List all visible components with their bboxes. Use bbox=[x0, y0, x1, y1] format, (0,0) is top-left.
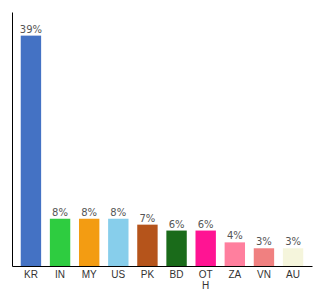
x-tick-label: ZA bbox=[228, 269, 241, 280]
x-tick-label-line: IN bbox=[55, 269, 65, 280]
x-tick-label: OTH bbox=[199, 269, 213, 291]
x-tick: ZA bbox=[228, 269, 241, 280]
x-tick: OTH bbox=[199, 269, 213, 291]
bar bbox=[254, 248, 274, 266]
bar bbox=[50, 219, 70, 266]
x-tick-label: US bbox=[111, 269, 125, 280]
bar bbox=[21, 36, 41, 266]
data-label: 4% bbox=[227, 230, 243, 241]
x-tick: AU bbox=[286, 269, 300, 280]
x-tick: MY bbox=[82, 269, 97, 280]
x-tick: KR bbox=[24, 269, 38, 280]
data-label: 8% bbox=[81, 207, 97, 218]
x-tick-label: VN bbox=[257, 269, 271, 280]
x-tick: IN bbox=[55, 269, 65, 280]
x-tick-label-line: MY bbox=[82, 269, 97, 280]
y-axis-line bbox=[12, 13, 13, 267]
data-label: 6% bbox=[169, 219, 185, 230]
x-tick-label: BD bbox=[170, 269, 184, 280]
data-label: 3% bbox=[256, 236, 272, 247]
data-label: 8% bbox=[52, 207, 68, 218]
x-tick-label-line: KR bbox=[24, 269, 38, 280]
chart: KR IN MY US PK BD OTH ZA VN AU 39% 8% 8% 8% 7% 6% 6% 4% 3%… bbox=[0, 0, 320, 300]
data-label: 39% bbox=[20, 24, 42, 35]
bar bbox=[166, 231, 186, 266]
data-label: 6% bbox=[198, 219, 214, 230]
x-tick-label-line: BD bbox=[170, 269, 184, 280]
x-tick-label-line: AU bbox=[286, 269, 300, 280]
x-tick-label-line: PK bbox=[141, 269, 155, 280]
x-tick: VN bbox=[257, 269, 271, 280]
x-tick-label-line: ZA bbox=[228, 269, 241, 280]
data-labels: 39% 8% 8% 8% 7% 6% 6% 4% 3% 3% bbox=[20, 24, 301, 248]
bar bbox=[137, 225, 157, 266]
x-tick-label-line: VN bbox=[257, 269, 271, 280]
bar bbox=[108, 219, 128, 266]
x-axis: KR IN MY US PK BD OTH ZA VN AU bbox=[13, 267, 313, 292]
x-tick-label: PK bbox=[141, 269, 155, 280]
bar bbox=[283, 248, 303, 266]
y-axis bbox=[12, 13, 13, 267]
x-tick-label: MY bbox=[82, 269, 97, 280]
data-label: 7% bbox=[139, 213, 155, 224]
data-label: 3% bbox=[285, 236, 301, 247]
bar bbox=[79, 219, 99, 266]
plot: KR IN MY US PK BD OTH ZA VN AU 39% 8% 8% 8% 7% 6% 6% 4% 3%… bbox=[13, 13, 313, 292]
bar bbox=[225, 242, 245, 266]
x-tick: US bbox=[111, 269, 125, 280]
data-label: 8% bbox=[110, 207, 126, 218]
x-tick: BD bbox=[170, 269, 184, 280]
x-tick-label-line: OT bbox=[199, 269, 213, 280]
bars bbox=[21, 36, 304, 266]
x-tick: PK bbox=[141, 269, 155, 280]
x-tick-label: KR bbox=[24, 269, 38, 280]
x-tick-label-line: H bbox=[202, 280, 209, 291]
x-tick-label-line: US bbox=[111, 269, 125, 280]
x-tick-label: IN bbox=[55, 269, 65, 280]
x-axis-line bbox=[13, 266, 313, 267]
bar bbox=[195, 231, 215, 266]
x-tick-label: AU bbox=[286, 269, 300, 280]
